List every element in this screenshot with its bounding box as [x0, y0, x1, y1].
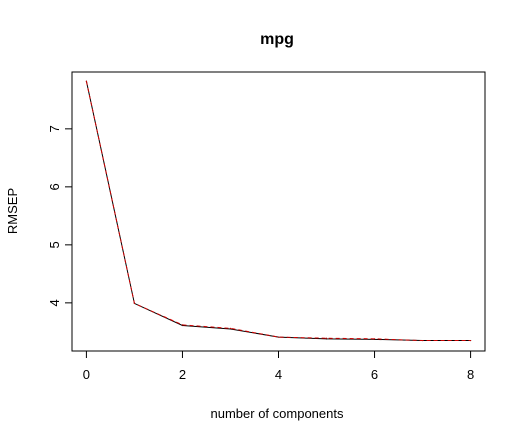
x-tick-label: 6 [371, 367, 378, 382]
x-tick-label: 0 [83, 367, 90, 382]
x-tick-label: 4 [275, 367, 282, 382]
y-axis: 4 5 6 7 [47, 125, 73, 306]
data-point [277, 336, 280, 338]
data-point [229, 327, 232, 329]
data-point [421, 339, 424, 342]
chart-title: mpg [260, 31, 294, 48]
data-point [325, 337, 328, 339]
x-tick-label: 2 [179, 367, 186, 382]
y-tick-label: 4 [47, 299, 62, 306]
series-line-1 [85, 81, 471, 342]
x-tick-label: 8 [467, 367, 474, 382]
y-tick-label: 6 [47, 183, 62, 190]
data-point [133, 302, 136, 305]
plot-area-frame [71, 71, 486, 352]
y-axis-label: RMSEP [5, 188, 20, 234]
data-point [181, 324, 184, 326]
y-tick-label: 7 [47, 125, 62, 132]
x-axis-label: number of components [211, 406, 344, 421]
data-point [469, 339, 472, 342]
y-tick-label: 5 [47, 241, 62, 248]
data-point [373, 338, 376, 340]
data-point [85, 80, 88, 82]
x-axis: 0 2 4 6 8 [83, 350, 474, 382]
series-layer [85, 80, 472, 342]
series-line-0 [85, 81, 471, 342]
